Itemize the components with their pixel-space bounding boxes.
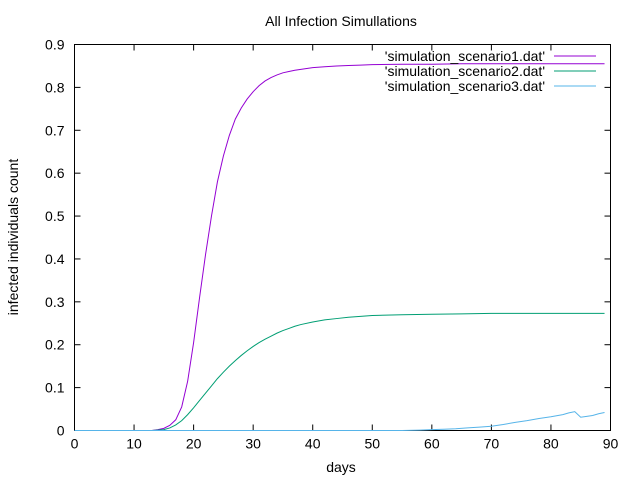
series-layer [74,63,605,431]
legend-label-scenario1: 'simulation_scenario1.dat' [385,48,545,64]
x-tick-label: 90 [603,436,619,452]
series-line-scenario3 [74,411,605,431]
x-tick-label: 70 [484,436,500,452]
y-tick-label: 0.5 [45,208,65,224]
y-tick-label: 0.7 [45,122,65,138]
y-tick-label: 0 [57,423,65,439]
y-tick-label: 0.1 [45,380,65,396]
chart-title: All Infection Simullations [265,13,417,29]
y-tick-label: 0.9 [45,37,65,53]
y-tick-label: 0.2 [45,337,65,353]
y-tick-label: 0.4 [45,251,65,267]
axis-ticks: 0 10 20 30 40 50 60 70 80 90 0 0.1 0.2 0.3 0.4 0.5 0.6 0.… [45,37,618,452]
y-tick-label: 0.3 [45,294,65,310]
x-tick-label: 10 [126,436,142,452]
legend: 'simulation_scenario1.dat''simulation_sc… [385,48,596,94]
legend-label-scenario2: 'simulation_scenario2.dat' [385,63,545,79]
series-line-scenario1 [74,63,605,431]
plot-frame [74,44,611,431]
x-tick-label: 30 [245,436,261,452]
y-tick-label: 0.8 [45,79,65,95]
series-line-scenario2 [74,312,605,431]
x-axis-label: days [326,459,356,475]
x-tick-label: 80 [543,436,559,452]
x-tick-label: 50 [364,436,380,452]
legend-label-scenario3: 'simulation_scenario3.dat' [385,78,545,94]
x-tick-label: 40 [305,436,321,452]
y-tick-label: 0.6 [45,165,65,181]
x-tick-label: 20 [186,436,202,452]
x-tick-label: 60 [424,436,440,452]
y-axis-label: infected individuals count [5,159,21,316]
x-tick-label: 0 [71,436,79,452]
